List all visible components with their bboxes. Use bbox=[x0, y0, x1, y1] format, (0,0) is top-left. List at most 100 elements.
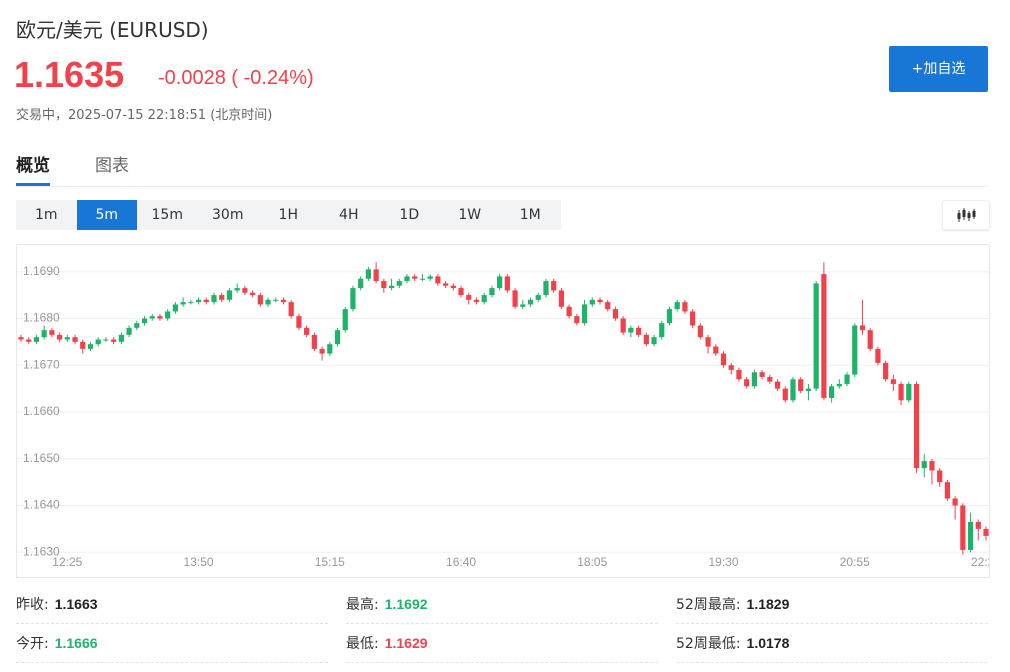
candle-body bbox=[790, 379, 796, 401]
candle-body bbox=[875, 348, 881, 363]
stat-value: 1.1829 bbox=[746, 596, 790, 612]
candle-body bbox=[172, 304, 178, 312]
candle-body bbox=[489, 288, 495, 296]
period-button[interactable]: 5m bbox=[76, 200, 137, 230]
period-button[interactable]: 1M bbox=[519, 207, 541, 223]
candle-body bbox=[867, 330, 873, 349]
candle-body bbox=[443, 283, 449, 286]
candle-body bbox=[226, 290, 233, 300]
candle-body bbox=[713, 346, 719, 354]
candle-body bbox=[937, 470, 943, 483]
x-tick-label: 20:55 bbox=[840, 555, 870, 569]
candle-body bbox=[80, 341, 86, 349]
candle-body bbox=[280, 299, 287, 303]
candle-body bbox=[975, 521, 981, 529]
price-change: -0.0028 ( -0.24%) bbox=[158, 67, 314, 89]
candle-body bbox=[234, 288, 240, 291]
chart-type-button[interactable] bbox=[942, 200, 990, 230]
candle-body bbox=[481, 295, 487, 303]
period-button[interactable]: 1W bbox=[458, 207, 482, 223]
stat-item: 最低: 1.1629 bbox=[346, 624, 658, 663]
candle-body bbox=[898, 383, 904, 401]
x-tick-label: 16:40 bbox=[446, 555, 476, 569]
x-tick-label: 18:05 bbox=[577, 555, 607, 569]
price: 1.1635 bbox=[14, 54, 125, 95]
stat-value: 1.1666 bbox=[54, 635, 98, 651]
candle-body bbox=[944, 482, 950, 499]
candle-body bbox=[551, 281, 557, 291]
x-tick-label: 13:50 bbox=[184, 555, 214, 569]
candle-body bbox=[736, 369, 742, 380]
stat-label: 最高: bbox=[346, 597, 379, 613]
candle-body bbox=[767, 376, 773, 382]
period-button[interactable]: 15m bbox=[151, 207, 183, 223]
tab[interactable]: 图表 bbox=[95, 156, 129, 176]
candle-body bbox=[883, 362, 889, 380]
stat-label: 今开: bbox=[16, 636, 49, 652]
candle-body bbox=[72, 337, 78, 342]
candle-body bbox=[543, 281, 549, 296]
candle-body bbox=[404, 276, 410, 282]
candle-body bbox=[95, 339, 101, 345]
candle-body bbox=[358, 278, 364, 289]
candle-body bbox=[497, 276, 503, 289]
candle-body bbox=[705, 337, 711, 347]
period-button[interactable]: 1D bbox=[399, 207, 420, 223]
x-tick-label: 22:20 bbox=[971, 555, 990, 569]
candle-body bbox=[983, 528, 989, 536]
candle-body bbox=[798, 379, 804, 391]
candle-body bbox=[566, 306, 572, 317]
period-button[interactable]: 1H bbox=[278, 207, 298, 223]
tab[interactable]: 概览 bbox=[16, 151, 50, 186]
stats: 昨收: 1.1663 最高: 1.1692 52周最高: 1.1829 今开: 1.1666 最… bbox=[16, 585, 990, 663]
candle-body bbox=[26, 339, 32, 342]
candle-body bbox=[388, 285, 395, 289]
y-tick-label: 1.1660 bbox=[23, 404, 60, 418]
period-button[interactable]: 1m bbox=[34, 207, 58, 223]
candle-body bbox=[57, 334, 63, 340]
status: 交易中，2025-07-15 22:18:51 (北京时间) bbox=[16, 108, 273, 123]
candle-body bbox=[103, 339, 109, 341]
candle-body bbox=[821, 274, 827, 398]
y-tick-label: 1.1670 bbox=[23, 357, 60, 371]
candle-body bbox=[311, 334, 317, 349]
x-tick-label: 15:15 bbox=[315, 555, 345, 569]
candle-body bbox=[558, 290, 564, 307]
candle-body bbox=[473, 299, 480, 303]
stat-value: 1.1692 bbox=[384, 596, 428, 612]
stat-label: 52周最低: bbox=[676, 636, 741, 652]
candle-body bbox=[373, 269, 379, 282]
candle-body bbox=[697, 325, 703, 338]
candle-body bbox=[41, 330, 47, 338]
period-button[interactable]: 4H bbox=[339, 207, 359, 223]
candle-body bbox=[751, 372, 757, 387]
candle-body bbox=[273, 299, 279, 301]
stat-value: 1.0178 bbox=[746, 635, 790, 651]
y-tick-label: 1.1640 bbox=[23, 498, 60, 512]
add-watchlist-button[interactable]: +加自选 bbox=[889, 46, 988, 92]
y-tick-label: 1.1630 bbox=[23, 544, 60, 558]
period-button[interactable]: 30m bbox=[212, 207, 244, 223]
candle-body bbox=[960, 505, 966, 550]
candle-body bbox=[728, 365, 734, 370]
x-tick-label: 12:25 bbox=[52, 555, 82, 569]
candle-body bbox=[250, 292, 256, 296]
candlestick-chart: 1.1630 1.1640 1.1650 1.1660 1.1670 1.1680 1.16… bbox=[16, 244, 990, 578]
stat-item: 今开: 1.1666 bbox=[16, 624, 328, 663]
candle-body bbox=[149, 316, 155, 319]
candle-body bbox=[636, 327, 642, 335]
candle-body bbox=[504, 276, 510, 291]
stat-item: 52周最高: 1.1829 bbox=[676, 585, 988, 624]
stat-label: 最低: bbox=[346, 636, 379, 652]
candle-body bbox=[520, 304, 526, 307]
candle-body bbox=[597, 299, 603, 303]
candle-body bbox=[682, 302, 688, 312]
candle-body bbox=[612, 309, 619, 319]
candle-body bbox=[759, 372, 765, 377]
candle-icon bbox=[957, 208, 976, 222]
y-tick-label: 1.1690 bbox=[23, 264, 60, 278]
candle-body bbox=[512, 290, 518, 307]
candle-body bbox=[829, 386, 835, 398]
candle-body bbox=[334, 330, 341, 345]
candle-body bbox=[419, 278, 426, 280]
